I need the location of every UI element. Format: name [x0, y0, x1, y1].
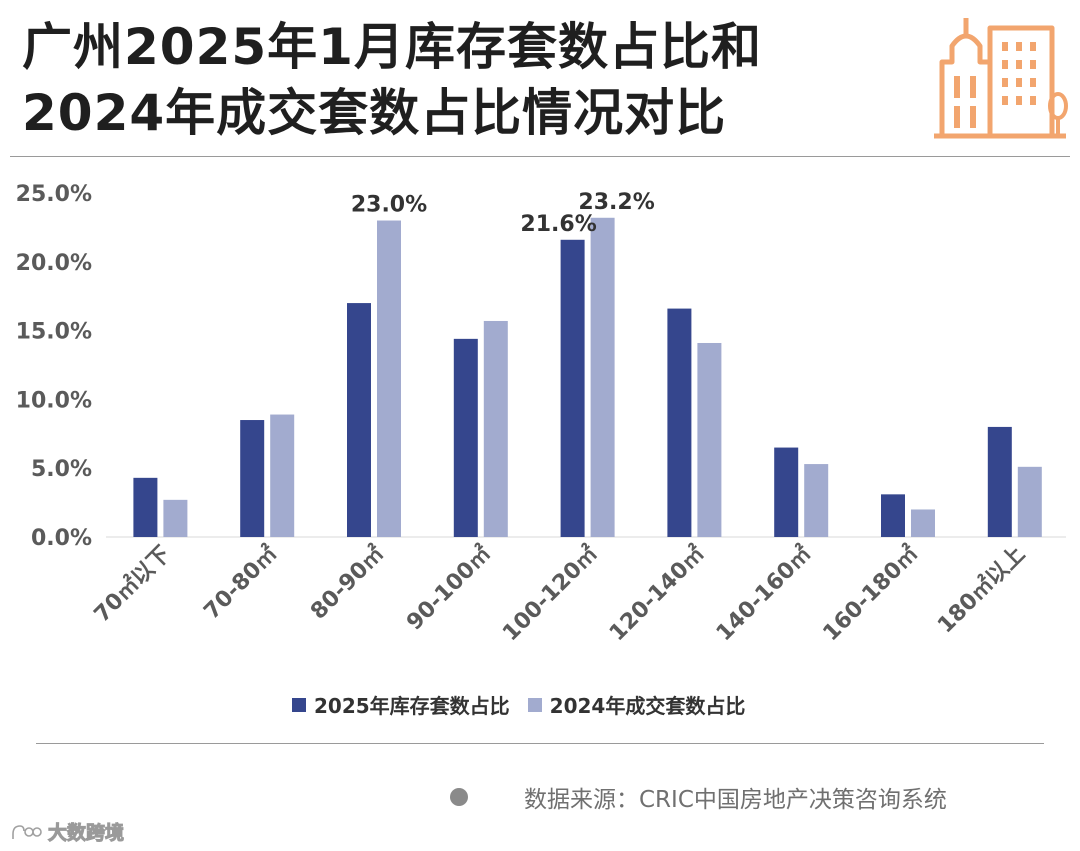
legend-label-2024: 2024年成交套数占比	[549, 694, 746, 718]
bar-2024	[804, 464, 829, 537]
bar-2024	[163, 499, 188, 537]
bar-2025	[560, 239, 585, 537]
y-tick-label: 20.0%	[16, 251, 92, 276]
bar-2025	[240, 420, 265, 537]
x-tick-label: 180㎡以上	[933, 541, 1031, 639]
x-tick-label: 90-100㎡	[402, 541, 497, 636]
data-label: 23.2%	[578, 190, 654, 215]
chart-title: 广州2025年1月库存套数占比和 2024年成交套数占比情况对比	[22, 14, 922, 146]
y-tick-label: 25.0%	[16, 182, 92, 207]
bar-chart: 0.0% 5.0% 10.0% 15.0% 20.0% 25.0% 70㎡以下 70-80㎡ 8…	[16, 182, 1066, 646]
x-tick-label: 70㎡以下	[89, 541, 176, 628]
bar-2024	[590, 217, 615, 537]
brand-watermark: 大数跨境	[10, 818, 125, 845]
legend-label-2025: 2025年库存套数占比	[314, 694, 510, 718]
title-line-1: 广州2025年1月库存套数占比和	[22, 18, 762, 76]
bar-2025	[133, 477, 158, 537]
source-text: 数据来源：CRIC中国房地产决策咨询系统	[524, 787, 947, 813]
x-tick-label: 140-160㎡	[711, 541, 816, 646]
legend-item-2025: 2025年库存套数占比	[292, 690, 510, 719]
bar-2024	[483, 320, 508, 537]
x-tick-label: 70-80㎡	[199, 541, 283, 625]
y-tick-label: 5.0%	[31, 457, 92, 482]
data-source: 数据来源：CRIC中国房地产决策咨询系统	[450, 780, 947, 814]
x-tick-label: 120-140㎡	[604, 541, 709, 646]
bar-2025	[881, 494, 905, 537]
x-tick-label: 100-120㎡	[497, 541, 602, 646]
bar-2025	[453, 338, 478, 537]
chart-legend: 2025年库存套数占比 2024年成交套数占比	[292, 690, 763, 719]
y-tick-label: 0.0%	[31, 526, 92, 551]
city-buildings-icon	[934, 18, 1068, 139]
bar-2025	[347, 303, 371, 537]
square-swatch-icon	[292, 697, 306, 712]
data-label: 21.6%	[520, 212, 596, 237]
brand-logo-icon	[12, 824, 42, 839]
square-swatch-icon	[527, 697, 542, 712]
data-label: 23.0%	[351, 193, 427, 218]
y-tick-label: 10.0%	[16, 388, 92, 413]
bar-2024	[270, 414, 295, 537]
y-tick-label: 15.0%	[16, 320, 92, 345]
bottom-divider	[36, 743, 1044, 744]
x-tick-label: 80-90㎡	[306, 541, 390, 625]
bar-2025	[774, 447, 799, 537]
bar-2025	[987, 426, 1012, 537]
bar-2024	[697, 342, 722, 537]
x-tick-label: 160-180㎡	[818, 541, 923, 646]
bar-2024	[911, 509, 935, 537]
bar-2025	[667, 308, 692, 537]
bar-2024	[377, 220, 401, 537]
legend-item-2024: 2024年成交套数占比	[527, 690, 746, 719]
bullet-dot-icon	[450, 788, 468, 806]
title-line-2: 2024年成交套数占比情况对比	[22, 84, 727, 142]
top-divider	[10, 156, 1070, 157]
brand-text: 大数跨境	[47, 822, 125, 845]
bar-2024	[1017, 466, 1042, 537]
